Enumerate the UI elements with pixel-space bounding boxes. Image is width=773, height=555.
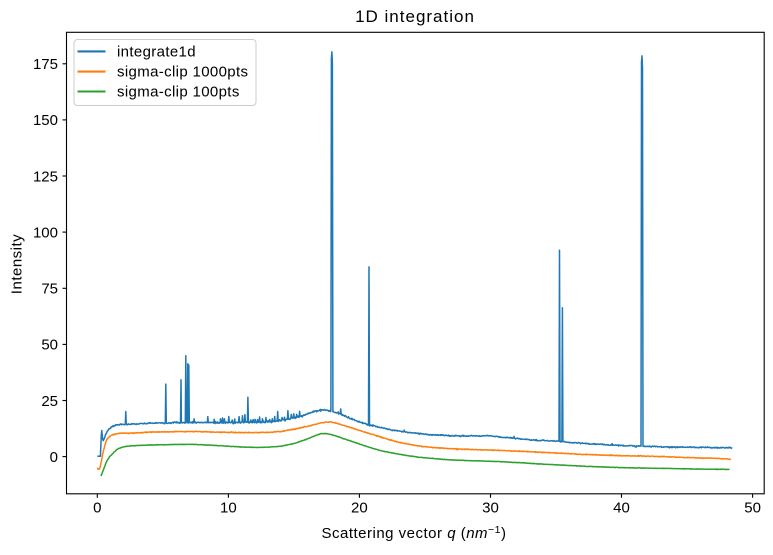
svg-text:50: 50 [41, 337, 58, 354]
svg-text:sigma-clip 1000pts: sigma-clip 1000pts [117, 64, 248, 81]
svg-text:125: 125 [33, 168, 58, 185]
svg-text:40: 40 [613, 500, 630, 517]
svg-text:10: 10 [220, 500, 237, 517]
svg-text:1D integration: 1D integration [355, 7, 475, 26]
svg-text:50: 50 [744, 500, 761, 517]
svg-text:sigma-clip 100pts: sigma-clip 100pts [117, 84, 240, 101]
svg-text:integrate1d: integrate1d [117, 44, 196, 61]
svg-text:175: 175 [33, 56, 58, 73]
svg-text:150: 150 [33, 112, 58, 129]
svg-text:25: 25 [41, 393, 58, 410]
svg-text:0: 0 [50, 449, 58, 466]
svg-text:100: 100 [33, 224, 58, 241]
svg-text:Scattering vector q (nm−1): Scattering vector q (nm−1) [321, 524, 506, 542]
svg-text:75: 75 [41, 281, 58, 298]
svg-text:20: 20 [351, 500, 368, 517]
svg-text:30: 30 [482, 500, 499, 517]
svg-text:Intensity: Intensity [9, 234, 26, 294]
svg-text:0: 0 [93, 500, 101, 517]
